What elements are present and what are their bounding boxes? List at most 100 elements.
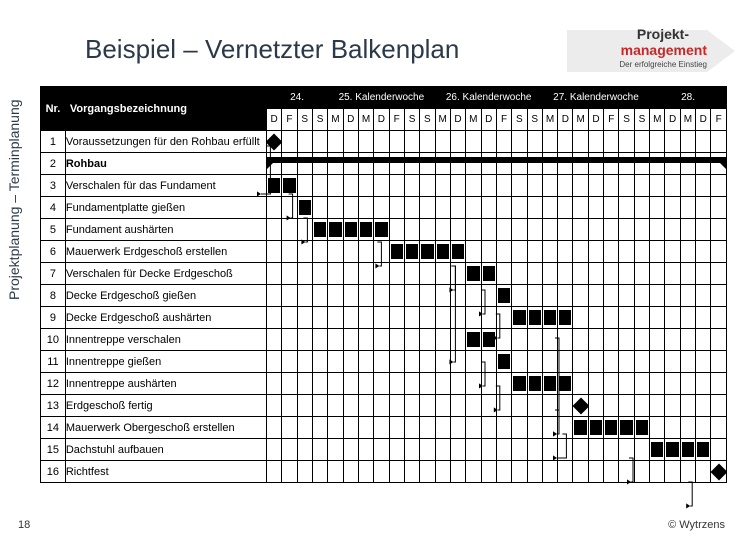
gantt-cell [328, 175, 343, 197]
gantt-cell [711, 439, 727, 461]
gantt-cell [696, 153, 711, 175]
table-row: 3Verschalen für das Fundament [41, 175, 727, 197]
gantt-cell [711, 417, 727, 439]
day-header: S [512, 109, 527, 131]
gantt-cell [466, 351, 481, 373]
gantt-cell [450, 153, 465, 175]
gantt-cell [374, 461, 389, 483]
gantt-cell [696, 395, 711, 417]
gantt-cell [435, 461, 450, 483]
row-task: Verschalen für das Fundament [65, 175, 266, 197]
gantt-cell [266, 351, 281, 373]
gantt-cell [527, 329, 542, 351]
gantt-cell [435, 417, 450, 439]
gantt-cell [512, 131, 527, 153]
brand-line1: Projekt- [637, 26, 689, 42]
gantt-cell [634, 219, 649, 241]
gantt-cell [665, 439, 680, 461]
gantt-cell [389, 395, 404, 417]
gantt-cell [450, 241, 465, 263]
gantt-cell [680, 131, 695, 153]
day-header: M [573, 109, 588, 131]
week-header: 24. [266, 87, 327, 109]
gantt-cell [634, 285, 649, 307]
gantt-cell [527, 131, 542, 153]
gantt-cell [665, 307, 680, 329]
gantt-cell [512, 395, 527, 417]
gantt-cell [604, 461, 619, 483]
summary-bar [634, 157, 649, 163]
day-header: D [266, 109, 281, 131]
gantt-cell [312, 417, 327, 439]
gantt-cell [512, 351, 527, 373]
gantt-cell [266, 329, 281, 351]
gantt-cell [573, 153, 588, 175]
gantt-cell [527, 395, 542, 417]
gantt-cell [496, 395, 511, 417]
gantt-cell [266, 197, 281, 219]
gantt-cell [711, 461, 727, 483]
gantt-cell [650, 263, 665, 285]
gantt-cell [665, 417, 680, 439]
gantt-cell [282, 131, 297, 153]
gantt-cell [558, 307, 573, 329]
row-nr: 13 [41, 395, 66, 417]
gantt-cell [634, 241, 649, 263]
gantt-cell [404, 285, 419, 307]
task-bar [544, 310, 556, 325]
gantt-cell [481, 417, 496, 439]
gantt-cell [404, 307, 419, 329]
gantt-cell [573, 307, 588, 329]
gantt-cell [328, 131, 343, 153]
gantt-cell [573, 329, 588, 351]
gantt-cell [634, 307, 649, 329]
gantt-cell [282, 439, 297, 461]
gantt-cell [573, 417, 588, 439]
gantt-cell [527, 417, 542, 439]
gantt-cell [573, 373, 588, 395]
gantt-cell [374, 329, 389, 351]
gantt-cell [558, 285, 573, 307]
gantt-cell [435, 263, 450, 285]
day-header: D [450, 109, 465, 131]
gantt-cell [312, 395, 327, 417]
row-task: Innentreppe gießen [65, 351, 266, 373]
gantt-cell [527, 285, 542, 307]
task-bar [559, 310, 571, 325]
gantt-cell [481, 241, 496, 263]
gantt-cell [619, 131, 634, 153]
gantt-cell [328, 197, 343, 219]
gantt-cell [512, 307, 527, 329]
gantt-cell [619, 175, 634, 197]
summary-bar [435, 157, 450, 163]
gantt-cell [389, 373, 404, 395]
gantt-cell [389, 285, 404, 307]
gantt-cell [343, 241, 358, 263]
gantt-cell [512, 197, 527, 219]
row-nr: 16 [41, 461, 66, 483]
gantt-cell [420, 417, 435, 439]
gantt-cell [466, 439, 481, 461]
gantt-cell [481, 461, 496, 483]
gantt-cell [604, 131, 619, 153]
gantt-cell [481, 395, 496, 417]
row-task: Decke Erdgeschoß aushärten [65, 307, 266, 329]
gantt-cell [328, 395, 343, 417]
gantt-cell [297, 263, 312, 285]
gantt-cell [404, 241, 419, 263]
day-header: D [481, 109, 496, 131]
gantt-cell [266, 373, 281, 395]
gantt-cell [450, 175, 465, 197]
gantt-cell [604, 417, 619, 439]
gantt-cell [588, 461, 603, 483]
gantt-cell [650, 307, 665, 329]
table-row: 10Innentreppe verschalen [41, 329, 727, 351]
copyright: © Wytrzens [668, 519, 725, 531]
task-bar [682, 442, 694, 457]
gantt-cell [374, 395, 389, 417]
gantt-cell [389, 417, 404, 439]
gantt-container: Nr.Vorgangsbezeichnung24.25. Kalenderwoc… [40, 86, 727, 509]
gantt-cell [297, 307, 312, 329]
task-bar [620, 420, 632, 435]
gantt-cell [573, 197, 588, 219]
